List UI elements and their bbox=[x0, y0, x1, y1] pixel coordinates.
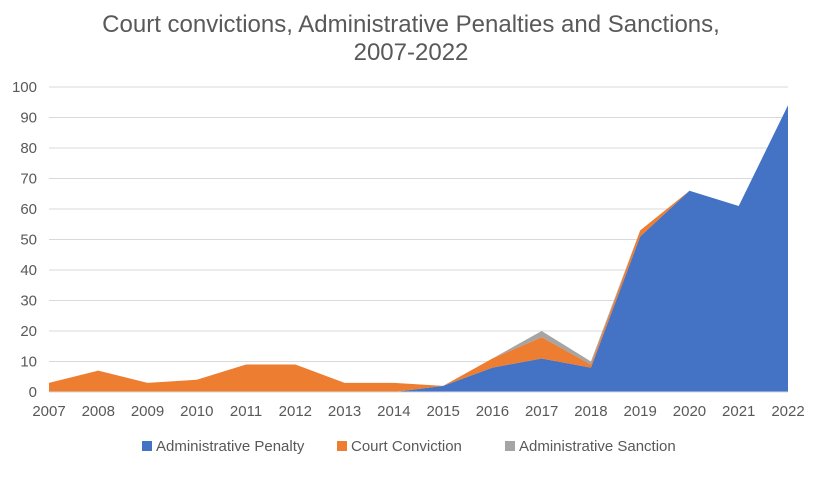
y-tick-label: 10 bbox=[20, 354, 37, 371]
x-tick-label: 2007 bbox=[32, 403, 65, 420]
y-tick-label: 20 bbox=[20, 323, 37, 340]
x-tick-label: 2015 bbox=[426, 403, 459, 420]
legend-item-administrative-sanction: Administrative Sanction bbox=[505, 438, 676, 455]
area-administrative-penalty bbox=[49, 105, 788, 393]
y-tick-label: 50 bbox=[20, 232, 37, 249]
x-tick-label: 2012 bbox=[279, 403, 312, 420]
x-tick-label: 2020 bbox=[673, 403, 706, 420]
legend: Administrative Penalty Court Conviction Ad… bbox=[142, 438, 676, 455]
y-axis-tick-labels: 0 10 20 30 40 50 60 70 80 90 100 bbox=[12, 79, 37, 401]
legend-swatch bbox=[142, 441, 152, 451]
y-tick-label: 100 bbox=[12, 79, 37, 96]
x-tick-label: 2009 bbox=[131, 403, 164, 420]
y-tick-label: 30 bbox=[20, 293, 37, 310]
y-tick-label: 40 bbox=[20, 262, 37, 279]
chart-title-line-2: 2007-2022 bbox=[354, 39, 469, 66]
legend-item-administrative-penalty: Administrative Penalty bbox=[142, 438, 305, 455]
x-tick-label: 2022 bbox=[771, 403, 804, 420]
legend-item-court-conviction: Court Conviction bbox=[337, 438, 462, 455]
x-tick-label: 2011 bbox=[230, 403, 262, 420]
y-tick-label: 80 bbox=[20, 140, 37, 157]
x-tick-label: 2016 bbox=[476, 403, 509, 420]
y-tick-label: 70 bbox=[20, 171, 37, 188]
x-axis-tick-labels: 2007 2008 2009 2010 2011 2012 2013 2014 2015 2016… bbox=[32, 403, 804, 420]
x-tick-label: 2014 bbox=[377, 403, 410, 420]
x-tick-label: 2017 bbox=[525, 403, 558, 420]
series-areas bbox=[49, 105, 788, 393]
gridlines bbox=[49, 86, 788, 393]
x-tick-label: 2018 bbox=[574, 403, 607, 420]
x-tick-label: 2010 bbox=[180, 403, 213, 420]
y-tick-label: 0 bbox=[29, 384, 37, 401]
legend-label: Administrative Penalty bbox=[156, 438, 305, 455]
legend-label: Administrative Sanction bbox=[519, 438, 676, 455]
chart-title-line-1: Court convictions, Administrative Penalt… bbox=[102, 11, 720, 38]
x-tick-label: 2008 bbox=[82, 403, 115, 420]
legend-swatch bbox=[505, 441, 515, 451]
x-tick-label: 2013 bbox=[328, 403, 361, 420]
legend-label: Court Conviction bbox=[351, 438, 462, 455]
y-tick-label: 90 bbox=[20, 110, 37, 127]
legend-swatch bbox=[337, 441, 347, 451]
x-tick-label: 2021 bbox=[722, 403, 755, 420]
x-tick-label: 2019 bbox=[624, 403, 657, 420]
y-tick-label: 60 bbox=[20, 201, 37, 218]
